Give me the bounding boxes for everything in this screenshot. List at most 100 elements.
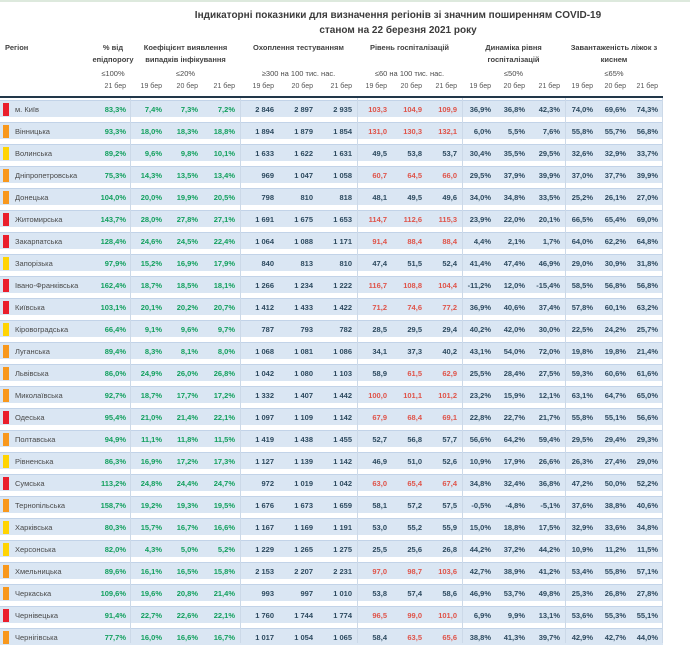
value-cell: 61,6% [636, 368, 658, 378]
value-cell: 29,4% [604, 434, 626, 444]
value-cell: 16,9% [140, 456, 162, 466]
value-cell: 39,9% [538, 170, 560, 180]
value-cell: -11,2% [467, 280, 491, 290]
value-cell: 29,4 [442, 324, 457, 334]
value-cell: 52,4 [442, 258, 457, 268]
value-cell: 55,8% [571, 412, 593, 422]
value-cell: 4,3% [144, 544, 162, 554]
value-cell: 17,9% [213, 258, 235, 268]
value-cell: 65,4% [604, 214, 626, 224]
date-label: 19 бер [252, 83, 274, 90]
column-separator [240, 98, 241, 643]
value-cell: 1 169 [294, 522, 313, 532]
value-cell: 29,5% [571, 434, 593, 444]
value-cell: 28,4% [503, 368, 525, 378]
value-cell: 840 [261, 258, 274, 268]
value-cell: 69,1 [442, 412, 457, 422]
value-cell: 57,4 [407, 588, 422, 598]
value-cell: 21,4% [636, 346, 658, 356]
region-name: Сумська [15, 478, 45, 488]
value-cell: 28,0% [140, 214, 162, 224]
value-cell: 27,1% [213, 214, 235, 224]
column-separator [130, 98, 131, 643]
value-cell: 21,4% [213, 588, 235, 598]
table-row: Хмельницька 89,6% 16,1% 16,5% 15,8% 2 153 2 20… [0, 562, 663, 579]
value-cell: 2 846 [255, 104, 274, 114]
table-row: Луганська 89,4% 8,3% 8,1% 8,0% 1 068 1 081 1 08… [0, 342, 663, 359]
value-cell: 114,7 [368, 214, 387, 224]
value-cell: 25,2% [571, 192, 593, 202]
alert-level-indicator-red [3, 102, 9, 116]
table-row: Волинська 89,2% 9,6% 9,8% 10,1% 1 633 1 622 1 6… [0, 144, 663, 161]
value-cell: 34,8% [636, 522, 658, 532]
value-cell: 993 [261, 588, 274, 598]
region-name: Кіровоградська [15, 324, 69, 334]
date-label: 21 бер [636, 83, 658, 90]
value-cell: 9,8% [180, 148, 198, 158]
value-cell: 57,5 [442, 500, 457, 510]
date-label: 20 бер [400, 83, 422, 90]
value-cell: 22,1% [213, 412, 235, 422]
value-cell: 57,8% [571, 302, 593, 312]
value-cell: 41,2% [538, 566, 560, 576]
table-row: Херсонська 82,0% 4,3% 5,0% 5,2% 1 229 1 265 1 2… [0, 540, 663, 557]
value-cell: 94,9% [104, 434, 126, 444]
value-cell: 15,2% [140, 258, 162, 268]
value-cell: 63,5 [407, 632, 422, 642]
region-cell: Одеська [0, 409, 95, 425]
value-cell: 56,6% [636, 412, 658, 422]
table-row: Рівненська 86,3% 16,9% 17,2% 17,3% 1 127 1 139… [0, 452, 663, 469]
value-cell: 69,0% [636, 214, 658, 224]
value-cell: 18,3% [176, 126, 198, 136]
value-cell: 22,0% [503, 214, 525, 224]
value-cell: 46,9% [538, 258, 560, 268]
region-cell: Закарпатська [0, 233, 95, 249]
value-cell: 47,2% [571, 478, 593, 488]
value-cell: 130,3 [403, 126, 422, 136]
value-cell: 48,1 [372, 192, 387, 202]
value-cell: 1 142 [333, 412, 352, 422]
page-title: Індикаторні показники для визначення рег… [138, 8, 658, 38]
value-cell: 20,0% [140, 192, 162, 202]
value-cell: 1 407 [294, 390, 313, 400]
region-name: Харківська [15, 522, 53, 532]
column-group-label: Динаміка рівня госпіталізацій [462, 42, 565, 69]
value-cell: 16,0% [140, 632, 162, 642]
value-cell: 41,4% [469, 258, 491, 268]
value-cell: 46,9 [372, 456, 387, 466]
column-group-threshold: ≤100% [101, 69, 125, 78]
value-cell: 88,4 [407, 236, 422, 246]
alert-level-indicator-orange [3, 388, 9, 402]
value-cell: 65,4 [407, 478, 422, 488]
table-row: Запорізька 97,9% 15,2% 16,9% 17,9% 840 813 810 4… [0, 254, 663, 271]
value-cell: 17,2% [213, 390, 235, 400]
table-row: Чернігівська 77,7% 16,0% 16,6% 16,7% 1 017 1 0… [0, 628, 663, 645]
value-cell: 17,3% [213, 456, 235, 466]
value-cell: 1 691 [255, 214, 274, 224]
value-cell: 11,8% [177, 434, 198, 444]
value-cell: 22,5% [571, 324, 593, 334]
value-cell: 97,9% [104, 258, 126, 268]
value-cell: 9,1% [144, 324, 162, 334]
value-cell: 1 103 [333, 368, 352, 378]
region-cell: Донецька [0, 189, 95, 205]
value-cell: 96,5 [372, 610, 387, 620]
value-cell: 1 109 [294, 412, 313, 422]
date-label: 20 бер [291, 83, 313, 90]
value-cell: 26,3% [571, 456, 593, 466]
value-cell: 89,2% [104, 148, 126, 158]
value-cell: 24,4% [176, 478, 198, 488]
alert-level-indicator-red [3, 410, 9, 424]
column-group-label-text: Коефіцієнт виявлення випадків інфікуванн… [143, 43, 228, 64]
value-cell: 74,0% [571, 104, 593, 114]
value-cell: 5,2% [217, 544, 235, 554]
value-cell: 15,7% [140, 522, 162, 532]
value-cell: 42,7% [604, 632, 626, 642]
value-cell: 113,2% [100, 478, 126, 488]
alert-level-indicator-orange [3, 498, 9, 512]
value-cell: 25,5% [469, 368, 491, 378]
value-cell: 36,9% [469, 302, 491, 312]
value-cell: 1 222 [333, 280, 352, 290]
value-cell: 1 744 [294, 610, 313, 620]
value-cell: 72,0% [538, 346, 560, 356]
